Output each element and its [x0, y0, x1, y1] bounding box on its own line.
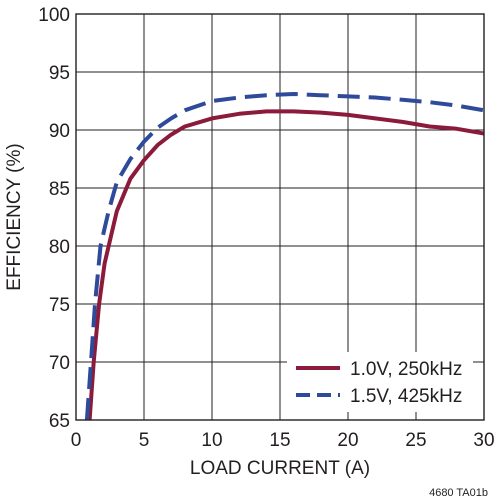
- y-tick-label: 85: [49, 179, 70, 200]
- x-tick-label: 30: [473, 430, 494, 451]
- series-line-2: [84, 92, 484, 420]
- legend-label-1: 1.0V, 250kHz: [350, 359, 462, 380]
- series-line-1: [87, 109, 484, 420]
- y-tick-label: 65: [49, 411, 70, 432]
- series-layer: [84, 92, 484, 420]
- x-tick-label: 20: [337, 430, 358, 451]
- y-axis-title: EFFICIENCY (%): [4, 143, 25, 290]
- y-tick-label: 70: [49, 353, 70, 374]
- y-tick-label: 75: [49, 295, 70, 316]
- x-tick-labels: 0 5 10 15 20 25 30: [71, 430, 495, 451]
- plot-frame: [75, 13, 485, 421]
- x-tick-label: 10: [201, 430, 222, 451]
- x-tick-label: 0: [71, 430, 82, 451]
- legend-label-2: 1.5V, 425kHz: [350, 386, 462, 407]
- x-tick-label: 25: [405, 430, 426, 451]
- legend: 1.0V, 250kHz 1.5V, 425kHz: [287, 352, 473, 412]
- y-tick-label: 90: [49, 121, 70, 142]
- x-tick-label: 5: [139, 430, 150, 451]
- y-tick-labels: 65 70 75 80 85 90 95 100: [38, 5, 70, 432]
- x-axis-title: LOAD CURRENT (A): [190, 458, 370, 479]
- figure-code: 4680 TA01b: [429, 487, 488, 499]
- legend-box: [287, 352, 473, 412]
- y-tick-label: 95: [49, 63, 70, 84]
- y-tick-label: 100: [38, 5, 70, 26]
- x-tick-label: 15: [269, 430, 290, 451]
- y-tick-label: 80: [49, 237, 70, 258]
